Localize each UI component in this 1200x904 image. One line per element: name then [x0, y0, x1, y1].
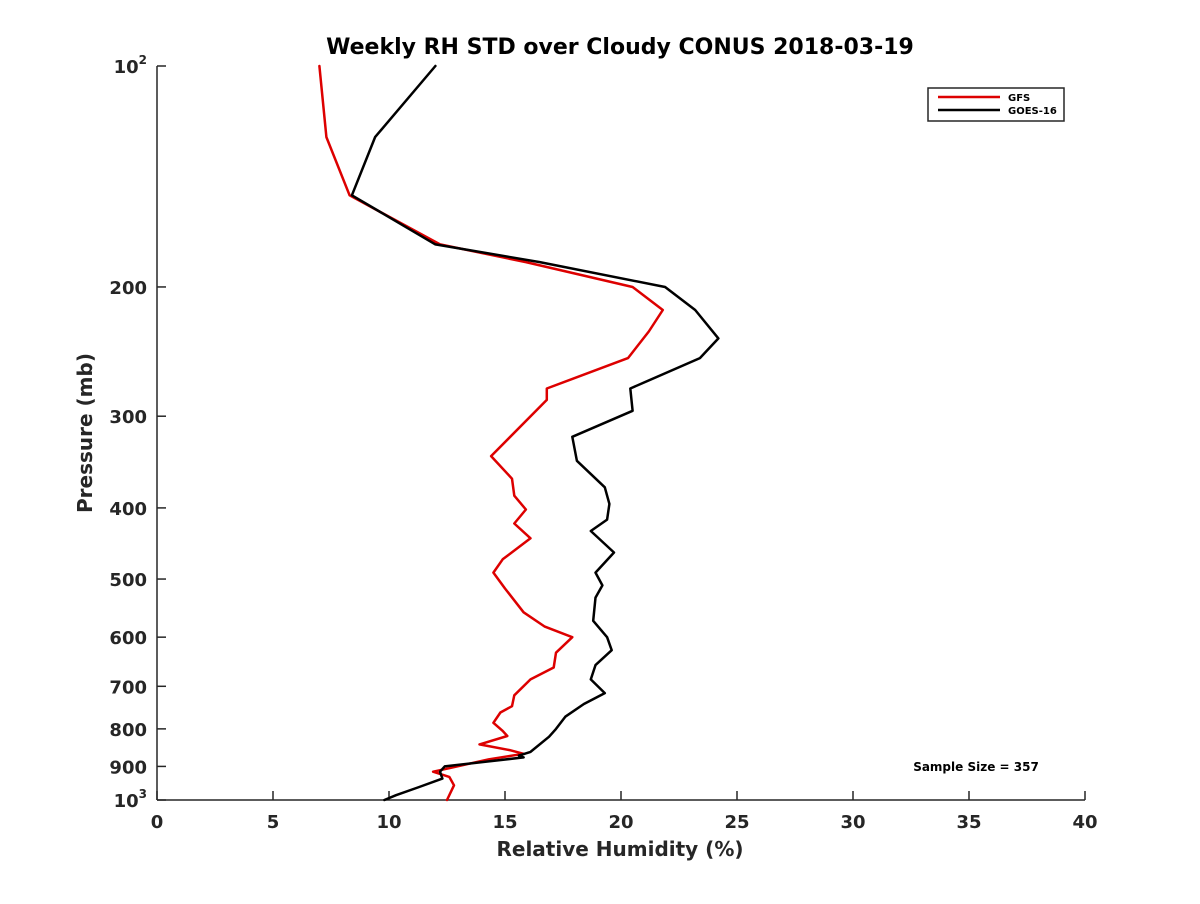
x-tick-label: 15 [492, 812, 517, 833]
axes: 0 5 10 15 20 25 30 35 40 102 200 300 400 500 600 700 800… [109, 53, 1097, 833]
x-tick-label: 40 [1072, 812, 1097, 833]
x-tick-label: 20 [608, 812, 633, 833]
y-tick-label: 200 [109, 278, 147, 299]
x-tick-label: 25 [724, 812, 749, 833]
legend-box [927, 87, 1065, 122]
y-tick-label: 102 [114, 53, 147, 78]
x-tick-label: 30 [840, 812, 865, 833]
sample-size-annotation: Sample Size = 357 [913, 760, 1039, 774]
y-axis-label: Pressure (mb) [73, 353, 97, 513]
plot-area [318, 64, 720, 802]
y-tick-label: 800 [109, 720, 147, 741]
y-tick-label: 103 [114, 787, 147, 812]
series-line-gfs [318, 64, 665, 802]
x-tick-label: 10 [376, 812, 401, 833]
x-axis-label: Relative Humidity (%) [496, 837, 743, 861]
y-tick-label: 700 [109, 677, 147, 698]
y-tick-label: 500 [109, 570, 147, 591]
x-tick-label: 35 [956, 812, 981, 833]
x-tick-label: 5 [267, 812, 280, 833]
series-line-goes-16 [350, 64, 720, 802]
legend-label: GOES-16 [1008, 106, 1057, 117]
y-tick-label: 600 [109, 628, 147, 649]
chart-title: Weekly RH STD over Cloudy CONUS 2018-03-… [326, 35, 914, 60]
legend: GFS GOES-16 [927, 87, 1065, 122]
y-tick-label: 300 [109, 407, 147, 428]
x-tick-label: 0 [151, 812, 164, 833]
y-tick-label: 900 [109, 757, 147, 778]
legend-label: GFS [1008, 93, 1030, 104]
y-tick-label: 400 [109, 499, 147, 520]
